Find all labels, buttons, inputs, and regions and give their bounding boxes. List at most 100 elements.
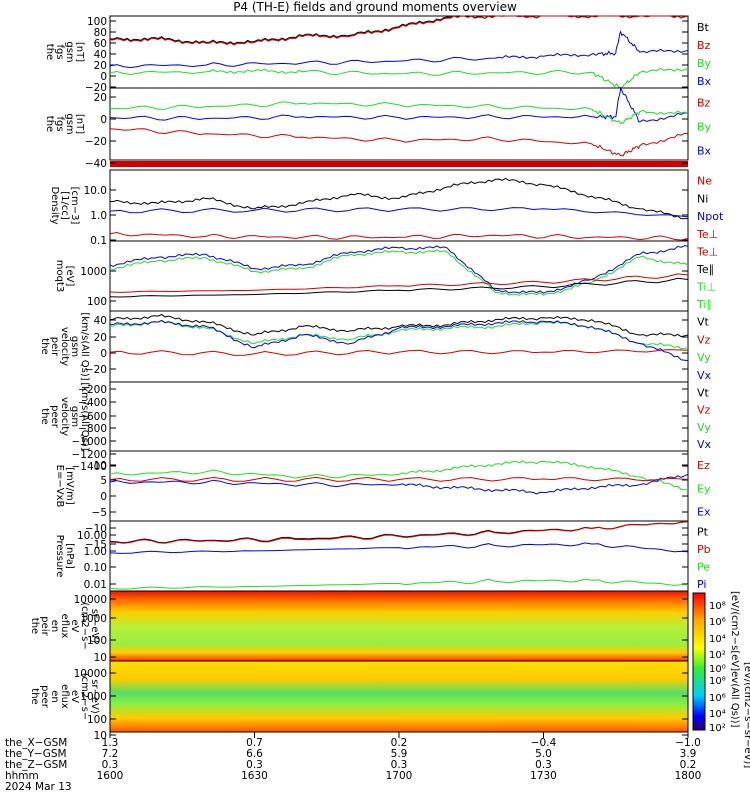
y-tick-label: −1000 <box>71 436 107 448</box>
y-axis-label: fgs <box>54 116 65 131</box>
y-axis-label: the <box>39 338 50 354</box>
panel-5 <box>109 310 689 383</box>
colorbar-tick-label: 10⁶ <box>709 617 726 628</box>
y-tick-label: 40 <box>94 49 107 61</box>
y-axis-label: [km/s(All Qs)] <box>79 382 90 450</box>
panel-frame <box>109 169 689 242</box>
legend-vy-label: Vy <box>697 351 711 364</box>
y-tick-label: −600 <box>78 411 107 423</box>
panel-frame <box>109 381 689 452</box>
y-tick-label: 1000 <box>80 266 107 278</box>
y-tick-label: 0.1 <box>90 235 107 247</box>
y-axis-label: [mV/m] <box>64 467 75 505</box>
panel-4 <box>109 240 689 312</box>
series-bx-line <box>109 101 689 125</box>
series-pb-line <box>109 521 689 544</box>
y-tick-label: −40 <box>85 158 107 170</box>
y-tick-label: 20 <box>94 332 107 344</box>
series-bz-line <box>109 128 689 157</box>
colorbar-tick-label: 10⁴ <box>709 634 726 645</box>
x-row-value: 0.3 <box>391 759 408 771</box>
y-axis-label: sr−eV) <box>89 679 100 714</box>
x-row-label: the_X−GSM <box>5 737 67 749</box>
series-vx-line <box>109 319 689 362</box>
series-ni-line <box>110 177 689 220</box>
series-bx-line <box>109 67 689 89</box>
y-axis-label: the <box>44 44 55 60</box>
y-tick-label: 100 <box>87 714 107 726</box>
y-axis-label: moqt3 <box>54 260 65 293</box>
legend-pb-label: Pb <box>697 543 711 556</box>
legend-ey-label: Ey <box>697 482 711 495</box>
y-tick-label: 10 <box>94 652 107 664</box>
chart-title: P4 (TH-E) fields and ground moments over… <box>233 0 517 14</box>
y-axis-label: peir <box>49 337 60 357</box>
series-ex-line <box>109 473 689 495</box>
x-row-label: hhmm <box>5 770 39 782</box>
y-tick-label: −5 <box>92 507 107 519</box>
x-row-value: 1730 <box>530 770 557 782</box>
y-axis-label: [eV] <box>64 266 75 287</box>
series-pt-line <box>109 521 689 544</box>
legend-bt-label: Bt <box>697 21 710 34</box>
x-row-value: 0.2 <box>391 737 408 749</box>
series-ti-line <box>109 249 689 296</box>
y-axis-label: [km/s(All Qs)] <box>79 312 90 380</box>
series-npot-line <box>109 207 689 218</box>
colorbar-tick-label: 10⁸ <box>709 601 726 612</box>
y-axis-label: [1/cc] <box>59 191 70 220</box>
y-tick-label: 100 <box>87 296 107 308</box>
y-tick-label: 60 <box>94 38 107 50</box>
legend-by-label: By <box>697 120 712 133</box>
colorbar-tick-label: 10² <box>709 723 726 734</box>
y-tick-label: 10.00 <box>77 530 107 542</box>
y-tick-label: −1200 <box>71 449 107 461</box>
y-tick-label: 0 <box>100 114 107 126</box>
legend-vx-label: Vx <box>697 438 712 451</box>
x-row-value: 1800 <box>675 770 702 782</box>
series-te-line <box>109 273 689 293</box>
y-axis-label: the <box>29 688 40 704</box>
y-tick-label: 10 <box>94 730 107 742</box>
x-row-value: −1.0 <box>675 737 701 749</box>
y-tick-label: 5 <box>100 475 107 487</box>
colorbar-label-2: [eV/(cm2−s−sr−eV)] <box>742 662 750 768</box>
y-tick-label: 10.0 <box>84 185 107 197</box>
legend-vx-label: Vx <box>697 369 712 382</box>
y-tick-label: 1000 <box>80 691 107 703</box>
y-tick-label: 10000 <box>74 594 107 606</box>
colorbar-tick-label: 10⁴ <box>709 709 726 720</box>
y-tick-label: −200 <box>78 384 107 396</box>
y-tick-label: 100 <box>87 635 107 647</box>
x-row-value: 6.6 <box>246 748 263 760</box>
x-row-value: 7.2 <box>102 748 119 760</box>
panel-2 <box>109 86 689 164</box>
date-label: 2024 Mar 13 <box>5 781 72 793</box>
y-axis-label: gsm <box>64 41 75 62</box>
x-row-label: the_Y−GSM <box>5 748 67 760</box>
legend-vy-label: Vy <box>697 421 711 434</box>
y-tick-label: −400 <box>78 397 107 409</box>
y-axis-label: gsm <box>69 336 80 357</box>
y-tick-label: −10 <box>85 523 107 535</box>
y-axis-label: fgs <box>54 44 65 59</box>
y-tick-label: 80 <box>94 27 107 39</box>
colorbar-scale <box>692 592 706 731</box>
y-tick-label: 0.01 <box>84 579 107 591</box>
y-axis-label: velocity <box>59 327 70 366</box>
x-row-value: 1700 <box>386 770 413 782</box>
x-row-value: 1630 <box>241 770 268 782</box>
y-axis-label: gsm <box>69 406 80 427</box>
y-axis-label: peir <box>39 616 50 636</box>
legend-pi-label: Pi <box>697 578 706 591</box>
y-axis-label: (cm2−s− <box>79 673 90 720</box>
y-tick-label: −20 <box>85 364 107 376</box>
y-tick-label: 100 <box>87 16 107 28</box>
series-by-line <box>109 86 689 123</box>
y-tick-label: 0 <box>100 348 107 360</box>
y-axis-label: velocity <box>59 397 70 436</box>
y-axis-label: the <box>29 618 40 634</box>
y-tick-label: 1.0 <box>90 210 107 222</box>
y-axis-label: peer <box>39 685 50 709</box>
y-axis-label: [nPa] <box>64 543 75 569</box>
